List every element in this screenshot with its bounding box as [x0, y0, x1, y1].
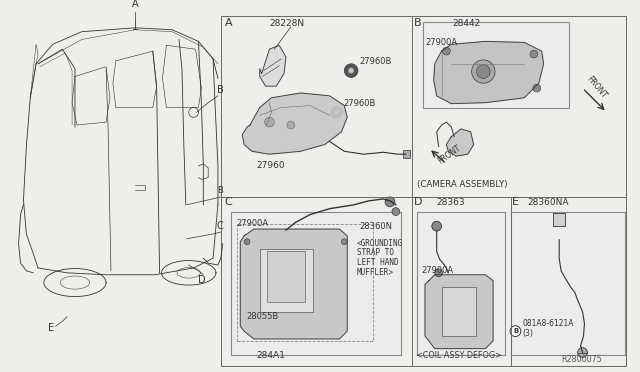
Bar	[266, 251, 305, 302]
Bar	[230, 212, 401, 356]
Polygon shape	[242, 93, 348, 154]
Text: B: B	[513, 328, 519, 334]
Circle shape	[331, 106, 342, 118]
Text: R2800075: R2800075	[561, 355, 602, 364]
Text: E: E	[48, 323, 54, 333]
Text: B: B	[217, 85, 224, 95]
Circle shape	[264, 117, 275, 127]
Circle shape	[335, 111, 338, 114]
Circle shape	[392, 208, 400, 215]
Text: C: C	[225, 197, 232, 207]
Text: 27900A: 27900A	[236, 219, 269, 228]
Text: A: A	[132, 0, 139, 9]
Polygon shape	[260, 45, 286, 86]
Circle shape	[344, 64, 358, 77]
Text: 27900A: 27900A	[421, 266, 453, 275]
Bar	[511, 212, 625, 356]
Bar	[403, 150, 410, 158]
Text: 28228N: 28228N	[269, 19, 305, 28]
Polygon shape	[434, 41, 543, 104]
Text: 27900A: 27900A	[425, 38, 457, 47]
Text: 28360NA: 28360NA	[527, 198, 568, 207]
Text: 27960B: 27960B	[343, 99, 376, 108]
Text: A: A	[225, 18, 232, 28]
Text: <COIL ASSY DEFOG>: <COIL ASSY DEFOG>	[416, 352, 502, 360]
Bar	[417, 212, 505, 356]
Polygon shape	[425, 275, 493, 349]
Text: B: B	[217, 186, 223, 195]
Bar	[442, 288, 476, 336]
Text: 28442: 28442	[452, 19, 481, 28]
Text: (CAMERA ASSEMBLY): (CAMERA ASSEMBLY)	[417, 180, 508, 189]
Circle shape	[341, 239, 348, 245]
Circle shape	[432, 221, 442, 231]
Text: FRONT: FRONT	[584, 74, 608, 100]
Text: 27960: 27960	[257, 161, 285, 170]
Polygon shape	[446, 129, 474, 156]
Text: D: D	[414, 197, 423, 207]
Text: MUFFLER>: MUFFLER>	[357, 268, 394, 277]
Text: 081A8-6121A: 081A8-6121A	[522, 319, 573, 328]
Circle shape	[533, 84, 541, 92]
Bar	[423, 22, 569, 108]
Circle shape	[349, 69, 353, 72]
Text: STRAP TO: STRAP TO	[357, 248, 394, 257]
Circle shape	[578, 348, 588, 357]
Circle shape	[385, 197, 395, 207]
Text: 28360N: 28360N	[359, 222, 392, 231]
Text: C: C	[217, 221, 224, 231]
Circle shape	[287, 121, 295, 129]
Circle shape	[244, 239, 250, 245]
Text: 28055B: 28055B	[246, 312, 278, 321]
Text: <GROUNDING: <GROUNDING	[357, 238, 403, 248]
Circle shape	[435, 269, 442, 277]
Circle shape	[510, 326, 521, 337]
Bar	[554, 212, 565, 226]
Text: E: E	[511, 197, 518, 207]
Circle shape	[442, 47, 451, 55]
Text: 28363: 28363	[436, 198, 465, 207]
Circle shape	[333, 109, 340, 116]
Text: D: D	[198, 275, 206, 285]
Circle shape	[477, 65, 490, 78]
Polygon shape	[240, 229, 348, 339]
Text: B: B	[414, 18, 422, 28]
Text: LEFT HAND: LEFT HAND	[357, 258, 399, 267]
Bar	[237, 224, 374, 341]
Text: 284A1: 284A1	[257, 352, 285, 360]
Text: (3): (3)	[522, 329, 533, 338]
Text: FRONT: FRONT	[436, 144, 463, 166]
Circle shape	[348, 67, 355, 74]
Circle shape	[472, 60, 495, 83]
Text: 27960B: 27960B	[359, 57, 391, 66]
Bar	[260, 248, 313, 312]
Circle shape	[530, 50, 538, 58]
